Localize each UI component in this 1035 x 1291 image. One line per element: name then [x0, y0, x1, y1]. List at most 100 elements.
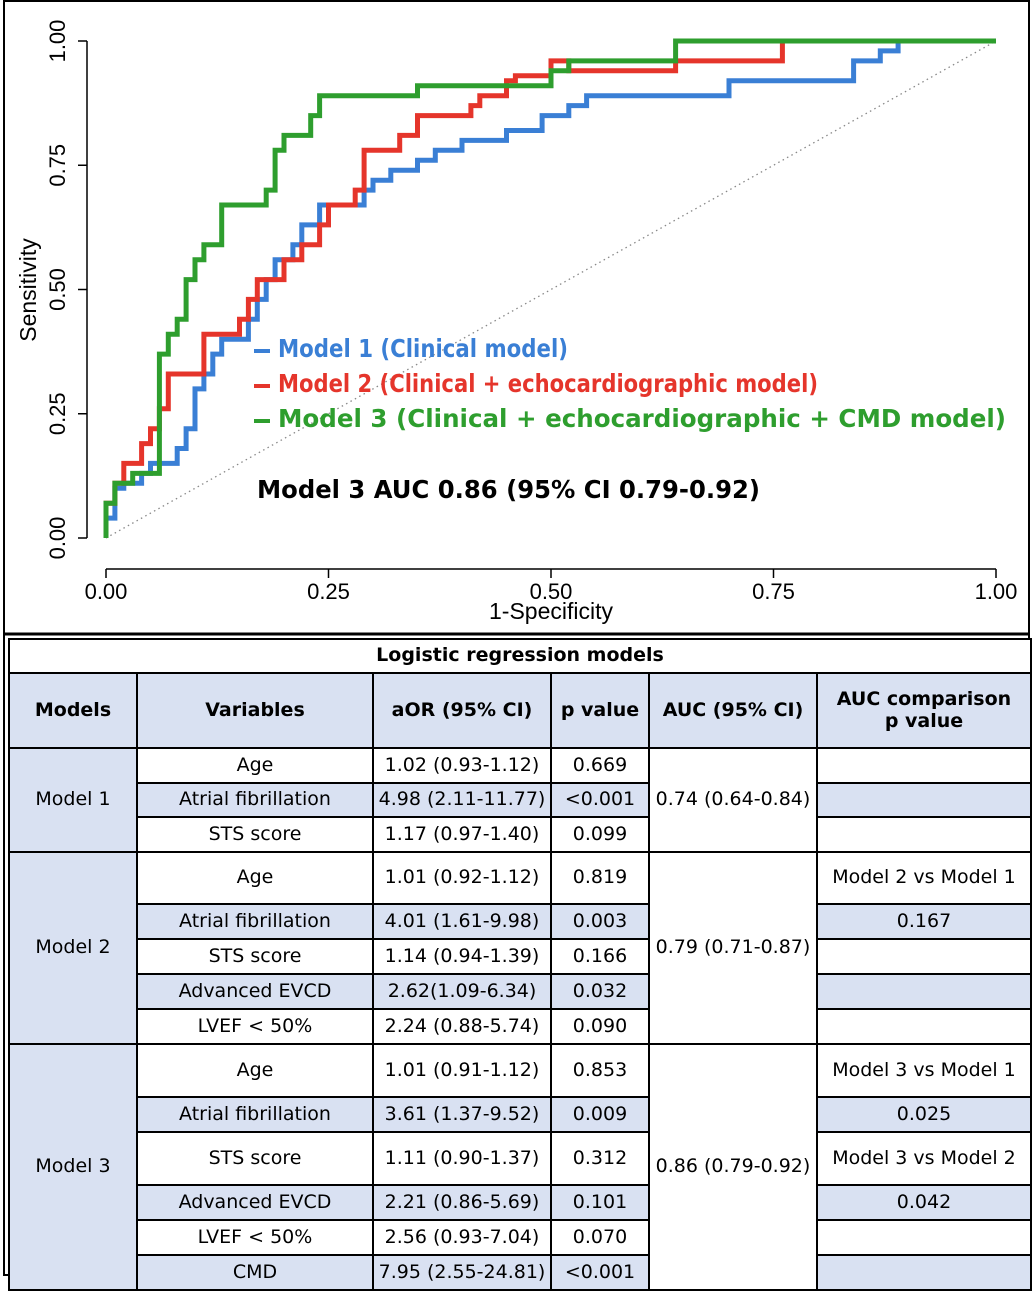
auc-comparison-cell: 0.025 — [816, 1096, 1032, 1133]
header-models: Models — [8, 672, 138, 749]
table-row: LVEF < 50% 2.24 (0.88-5.74) 0.090 — [9, 1008, 1032, 1045]
auc-comparison-cell — [816, 782, 1032, 818]
auc-comparison-cell — [816, 747, 1032, 784]
header-auc-comparison: AUC comparison p value — [816, 672, 1032, 749]
p-value-cell: 0.003 — [550, 903, 650, 940]
p-value-cell: 0.853 — [550, 1043, 650, 1098]
auc-comparison-cell — [816, 1219, 1032, 1256]
roc-chart: 0.00 0.25 0.50 0.75 1.00 1-Specificity 0.00 0.2… — [3, 20, 1030, 636]
variable-cell: STS score — [136, 816, 374, 853]
p-value-cell: 0.090 — [550, 1008, 650, 1045]
roc-line-model-3 — [103, 38, 996, 538]
aor-cell: 1.14 (0.94-1.39) — [372, 938, 552, 975]
table-row: CMD 7.95 (2.55-24.81) <0.001 — [9, 1254, 1032, 1291]
table-row: Model 3 Age 1.01 (0.91-1.12) 0.853 0.86 (0.7… — [8, 1043, 1032, 1291]
legend-label-model-3: Model 3 (Clinical + echocardiographic + … — [278, 404, 1006, 433]
p-value-cell: 0.099 — [550, 816, 650, 853]
aor-cell: 3.61 (1.37-9.52) — [372, 1096, 552, 1133]
aor-cell: 4.98 (2.11-11.77) — [372, 782, 552, 818]
auc-comparison-cell: 0.042 — [816, 1184, 1032, 1221]
variable-cell: Atrial fibrillation — [136, 903, 374, 940]
x-tick-label: 1.00 — [975, 579, 1018, 604]
table-row: Advanced EVCD 2.62(1.09-6.34) 0.032 — [9, 973, 1032, 1010]
x-tick-label: 0.75 — [752, 579, 795, 604]
auc-annotation: Model 3 AUC 0.86 (95% CI 0.79-0.92) — [257, 475, 760, 504]
auc-comparison-cell: Model 3 vs Model 1 — [816, 1043, 1032, 1098]
y-tick-label: 0.75 — [45, 144, 70, 187]
y-tick-label: 0.50 — [45, 268, 70, 311]
roc-line-model-2 — [103, 38, 996, 538]
aor-cell: 1.11 (0.90-1.37) — [372, 1131, 552, 1186]
auc-comparison-cell: Model 2 vs Model 1 — [816, 851, 1032, 905]
chart-legend: Model 1 (Clinical model) Model 2 (Clinica… — [254, 334, 1006, 504]
x-tick-label: 0.00 — [85, 579, 128, 604]
table-row: Atrial fibrillation 4.01 (1.61-9.98) 0.003… — [9, 903, 1032, 940]
table-row: Model 1 Age 1.02 (0.93-1.12) 0.669 0.74 (0.6… — [8, 747, 1032, 853]
model-name-cell: Model 3 — [8, 1043, 138, 1291]
variable-cell: Advanced EVCD — [136, 973, 374, 1010]
auc-comparison-cell — [816, 1008, 1032, 1045]
table-row: Atrial fibrillation 3.61 (1.37-9.52) 0.009… — [9, 1096, 1032, 1133]
auc-cell: 0.79 (0.71-0.87) — [648, 851, 818, 1045]
p-value-cell: 0.070 — [550, 1219, 650, 1256]
y-tick-label: 0.25 — [45, 392, 70, 435]
legend-label-model-1: Model 1 (Clinical model) — [278, 334, 568, 363]
x-tick-label: 0.50 — [530, 579, 573, 604]
p-value-cell: <0.001 — [550, 782, 650, 818]
legend-label-model-2: Model 2 (Clinical + echocardiographic mo… — [278, 369, 818, 398]
p-value-cell: 0.009 — [550, 1096, 650, 1133]
p-value-cell: 0.032 — [550, 973, 650, 1010]
variable-cell: Age — [136, 851, 374, 905]
y-tick-label: 0.00 — [45, 517, 70, 560]
table-row: LVEF < 50% 2.56 (0.93-7.04) 0.070 — [9, 1219, 1032, 1256]
table-body: Model 1 Age 1.02 (0.93-1.12) 0.669 0.74 (0.6… — [8, 747, 1032, 1291]
variable-cell: LVEF < 50% — [136, 1219, 374, 1256]
variable-cell: CMD — [136, 1254, 374, 1291]
aor-cell: 2.21 (0.86-5.69) — [372, 1184, 552, 1221]
variable-cell: STS score — [136, 938, 374, 975]
p-value-cell: 0.669 — [550, 747, 650, 784]
aor-cell: 2.56 (0.93-7.04) — [372, 1219, 552, 1256]
p-value-cell: 0.312 — [550, 1131, 650, 1186]
variable-cell: Advanced EVCD — [136, 1184, 374, 1221]
auc-cell: 0.74 (0.64-0.84) — [648, 747, 818, 853]
aor-cell: 1.17 (0.97-1.40) — [372, 816, 552, 853]
auc-comparison-cell: 0.167 — [816, 903, 1032, 940]
auc-comparison-cell — [816, 816, 1032, 853]
table-row: Advanced EVCD 2.21 (0.86-5.69) 0.101 0.042 — [9, 1184, 1032, 1221]
header-aor: aOR (95% CI) — [372, 672, 552, 749]
chart-axes: 0.00 0.25 0.50 0.75 1.00 1-Specificity 0.00 0.2… — [3, 20, 1030, 636]
roc-series-layer — [103, 38, 996, 538]
variable-cell: STS score — [136, 1131, 374, 1186]
aor-cell: 2.24 (0.88-5.74) — [372, 1008, 552, 1045]
p-value-cell: 0.819 — [550, 851, 650, 905]
variable-cell: LVEF < 50% — [136, 1008, 374, 1045]
p-value-cell: 0.101 — [550, 1184, 650, 1221]
header-p-value: p value — [550, 672, 650, 749]
p-value-cell: 0.166 — [550, 938, 650, 975]
auc-comparison-cell — [816, 973, 1032, 1010]
model-name-cell: Model 2 — [8, 851, 138, 1045]
table-row: STS score 1.11 (0.90-1.37) 0.312 Model 3 vs… — [9, 1131, 1032, 1186]
table-row: STS score 1.17 (0.97-1.40) 0.099 — [9, 816, 1032, 853]
y-tick-label: 1.00 — [45, 20, 70, 63]
roc-line-model-1 — [103, 38, 996, 538]
aor-cell: 7.95 (2.55-24.81) — [372, 1254, 552, 1291]
header-variables: Variables — [136, 672, 374, 749]
aor-cell: 1.02 (0.93-1.12) — [372, 747, 552, 784]
auc-comparison-cell: Model 3 vs Model 2 — [816, 1131, 1032, 1186]
auc-cell: 0.86 (0.79-0.92) — [648, 1043, 818, 1291]
y-axis-label: Sensitivity — [15, 238, 41, 342]
variable-cell: Atrial fibrillation — [136, 782, 374, 818]
aor-cell: 2.62(1.09-6.34) — [372, 973, 552, 1010]
table-row: Model 2 Age 1.01 (0.92-1.12) 0.819 0.79 (0.7… — [8, 851, 1032, 1045]
model-name-cell: Model 1 — [8, 747, 138, 853]
table-row: STS score 1.14 (0.94-1.39) 0.166 — [9, 938, 1032, 975]
aor-cell: 1.01 (0.92-1.12) — [372, 851, 552, 905]
x-axis-label: 1-Specificity — [489, 598, 613, 624]
variable-cell: Age — [136, 1043, 374, 1098]
regression-table: Logistic regression models Models Variab… — [8, 638, 1032, 1291]
table-caption: Logistic regression models — [8, 638, 1032, 674]
aor-cell: 1.01 (0.91-1.12) — [372, 1043, 552, 1098]
aor-cell: 4.01 (1.61-9.98) — [372, 903, 552, 940]
